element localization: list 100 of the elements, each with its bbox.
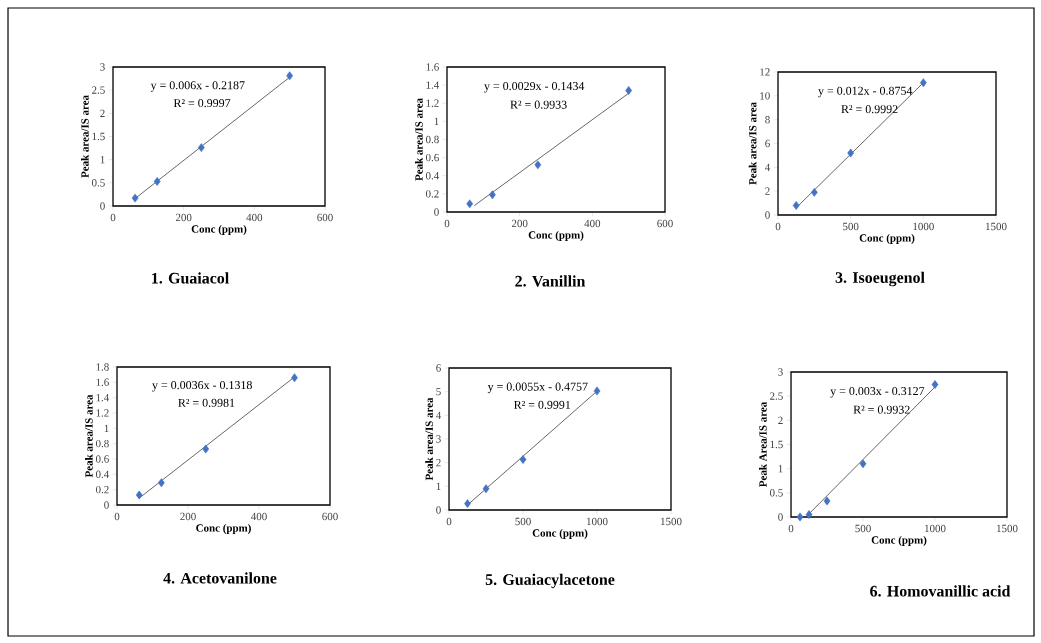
y-tick-label: 1.4 <box>426 81 440 89</box>
x-axis-title: Conc (ppm) <box>532 529 588 539</box>
x-tick-label: 600 <box>317 213 333 222</box>
point <box>202 444 210 454</box>
y-tick-label: 2 <box>778 416 783 424</box>
annotation: y = 0.006x - 0.2187 <box>150 81 245 92</box>
x-tick-label: 0 <box>444 219 450 228</box>
y-tick-label: 3 <box>100 63 105 71</box>
point <box>197 143 205 152</box>
y-axis-title: Peak area/IS area <box>748 102 757 185</box>
annotation: R² = 0.9991 <box>514 400 571 409</box>
x-tick-label: 500 <box>515 517 531 526</box>
point <box>158 478 165 488</box>
x-tick-label: 0 <box>788 524 794 533</box>
y-tick-label: 3 <box>436 435 441 443</box>
point <box>519 455 527 464</box>
y-axis-title: Peak area/IS area <box>415 98 423 181</box>
text: 3. Isoeugenol <box>835 271 925 287</box>
x-tick-label: 600 <box>657 219 673 228</box>
point <box>931 380 939 389</box>
x-tick-label: 500 <box>843 222 859 231</box>
y-tick-label: 3 <box>778 368 783 376</box>
x-axis-title: Conc (ppm) <box>196 524 251 534</box>
y-tick-label: 0 <box>104 501 109 509</box>
x-axis-title: Conc (ppm) <box>528 231 584 241</box>
x-tick-label: 0 <box>446 517 452 526</box>
y-tick-label: 0.6 <box>95 455 109 463</box>
y-tick-label: 0.2 <box>425 190 439 198</box>
y-tick-label: 0 <box>436 506 441 514</box>
y-tick-label: 12 <box>760 68 770 76</box>
y-tick-label: 2.5 <box>770 392 783 400</box>
text: 4. Acetovanilone <box>163 572 277 584</box>
x-tick-label: 1000 <box>913 222 934 231</box>
x-tick-label: 200 <box>511 219 528 228</box>
y-tick-label: 1.4 <box>96 393 110 402</box>
y-tick-label: 1.5 <box>92 132 105 141</box>
point <box>811 187 818 197</box>
point <box>286 71 294 81</box>
y-tick-label: 0.6 <box>425 153 439 162</box>
point <box>796 512 804 522</box>
text: 5. Guaiacylacetone <box>485 573 615 589</box>
y-tick-label: 2 <box>436 459 441 467</box>
y-tick-label: 1 <box>778 465 783 473</box>
y-tick-label: 0.8 <box>95 439 109 448</box>
annotation: R² = 0.9992 <box>841 105 898 114</box>
y-tick-label: 5 <box>436 388 441 396</box>
point <box>805 510 813 519</box>
point <box>859 459 867 469</box>
x-tick-label: 400 <box>246 213 263 222</box>
y-tick-label: 0.8 <box>425 135 439 144</box>
y-tick-label: 6 <box>436 364 441 372</box>
x-tick-label: 1500 <box>986 222 1007 231</box>
annotation: y = 0.012x - 0.8754 <box>818 86 913 98</box>
x-tick-label: 0 <box>110 213 116 222</box>
y-tick-label: 0 <box>100 202 105 210</box>
y-tick-label: 2 <box>765 187 770 195</box>
y-tick-label: 6 <box>765 139 770 148</box>
x-axis-title: Conc (ppm) <box>191 225 247 235</box>
annotation: y = 0.0055x - 0.4757 <box>487 382 588 394</box>
text: 6. Homovanillic acid <box>870 585 1011 597</box>
x-tick-label: 1500 <box>997 524 1018 533</box>
point <box>593 386 601 396</box>
y-tick-label: 0.5 <box>91 179 105 187</box>
y-axis-title: Peak Area/IS area <box>759 401 767 488</box>
annotation: y = 0.0036x - 0.1318 <box>152 381 252 392</box>
y-tick-label: 10 <box>760 92 770 100</box>
y-tick-label: 0 <box>434 208 439 216</box>
point <box>466 199 474 209</box>
x-tick-label: 1000 <box>925 524 946 533</box>
annotation: y = 0.0029x - 0.1434 <box>484 82 585 93</box>
x-axis-title: Conc (ppm) <box>859 234 915 244</box>
point <box>847 148 855 158</box>
x-tick-label: 400 <box>251 512 267 521</box>
x-tick-label: 600 <box>322 512 338 521</box>
x-tick-label: 200 <box>175 213 192 222</box>
point <box>464 499 471 508</box>
point <box>823 496 831 506</box>
y-tick-label: 1.6 <box>96 378 109 387</box>
y-tick-label: 1.8 <box>96 363 109 371</box>
y-tick-label: 1.2 <box>426 99 439 107</box>
point <box>291 373 298 383</box>
annotation: R² = 0.9997 <box>173 99 231 108</box>
y-tick-label: 0.4 <box>425 172 440 180</box>
y-tick-label: 4 <box>764 163 771 171</box>
x-tick-label: 0 <box>114 512 120 521</box>
y-tick-label: 1 <box>436 482 441 490</box>
y-tick-label: 1 <box>100 156 105 164</box>
x-tick-label: 1000 <box>587 517 608 526</box>
point <box>482 484 490 494</box>
y-tick-label: 0.5 <box>769 489 783 497</box>
y-tick-label: 0.4 <box>95 470 110 479</box>
y-tick-label: 2.5 <box>92 86 105 94</box>
y-tick-label: 1 <box>434 117 439 125</box>
x-axis-title: Conc (ppm) <box>871 536 927 546</box>
point <box>920 78 927 88</box>
y-tick-label: 2 <box>100 109 105 117</box>
annotation: R² = 0.9981 <box>178 398 235 407</box>
y-tick-label: 1 <box>104 424 109 432</box>
annotation: R² = 0.9932 <box>853 405 910 414</box>
point <box>489 190 496 200</box>
